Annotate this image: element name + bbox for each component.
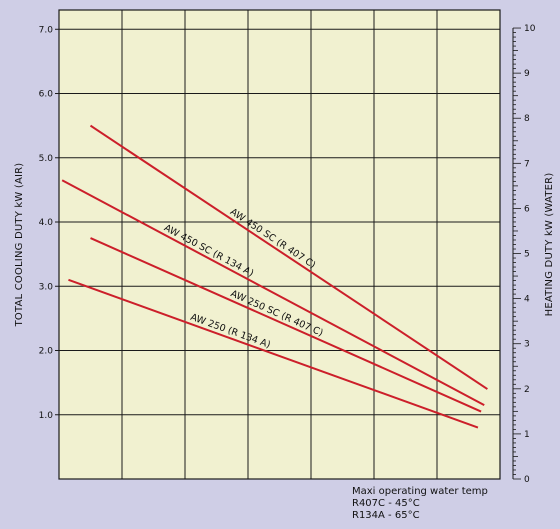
series-line	[68, 278, 479, 429]
plot-area	[59, 10, 500, 479]
y-tick-label: 2.0	[39, 347, 54, 357]
series-lines	[61, 124, 488, 429]
series-line	[89, 124, 488, 390]
y2-tick-label: 10	[524, 24, 536, 34]
water-temp-note: Maxi operating water temp R407C - 45°C R…	[352, 486, 488, 522]
y2-tick-label: 6	[524, 204, 530, 214]
y-axis-label: TOTAL COOLING DUTY kW (AIR)	[14, 163, 25, 328]
grid-lines	[58, 9, 501, 480]
y-tick-label: 6.0	[39, 90, 54, 100]
y-tick-label: 1.0	[39, 411, 54, 421]
plot-frame	[58, 9, 501, 480]
y2-tick-label: 2	[524, 385, 530, 395]
y2-tick-label: 1	[524, 430, 530, 440]
y2-axis: 0 1 2 3 4 5 6 7 8 9 10	[512, 24, 536, 485]
y2-tick-label: 3	[524, 340, 530, 350]
y-tick-label: 5.0	[39, 154, 54, 164]
y-tick-label: 7.0	[39, 25, 54, 35]
y-tick-label: 4.0	[39, 218, 54, 228]
y2-tick-label: 0	[524, 475, 530, 485]
note-line-3: R134A - 65°C	[352, 510, 420, 521]
y2-tick-label: 5	[524, 250, 530, 260]
y2-tick-label: 8	[524, 114, 530, 124]
y2-tick-label: 4	[524, 295, 530, 305]
note-line-2: R407C - 45°C	[352, 498, 420, 509]
series-line	[61, 179, 485, 406]
y2-tick-label: 9	[524, 69, 530, 79]
y2-axis-label: HEATING DUTY kW (WATER)	[544, 173, 555, 317]
y-axis-ticks: 1.0 2.0 3.0 4.0 5.0 6.0 7.0	[39, 25, 59, 421]
note-line-1: Maxi operating water temp	[352, 486, 488, 497]
y2-tick-label: 7	[524, 159, 530, 169]
series-line	[90, 237, 482, 413]
y-tick-label: 3.0	[39, 282, 54, 292]
